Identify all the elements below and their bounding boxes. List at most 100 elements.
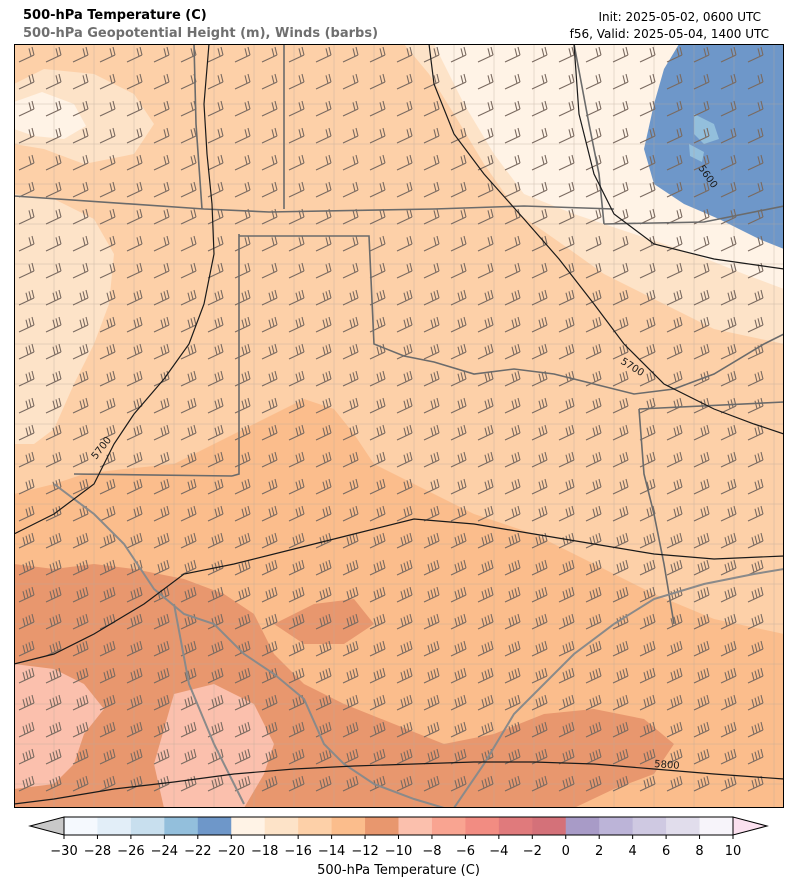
- wind-barb: [342, 100, 359, 117]
- wind-barb: [18, 478, 35, 495]
- wind-barb: [342, 586, 359, 603]
- colorbar-tick-label: 2: [595, 844, 603, 859]
- wind-barb: [180, 505, 197, 522]
- wind-barb: [315, 559, 332, 576]
- wind-barb: [18, 748, 35, 765]
- wind-barb: [180, 721, 197, 738]
- wind-barb: [18, 262, 35, 279]
- wind-barb: [423, 73, 440, 90]
- wind-barb: [342, 478, 359, 495]
- wind-barb: [45, 424, 62, 441]
- wind-barb: [747, 181, 764, 198]
- wind-barb: [666, 748, 683, 765]
- wind-barb: [369, 451, 386, 468]
- wind-barb: [234, 532, 251, 549]
- wind-barb: [261, 235, 278, 252]
- wind-barb: [315, 424, 332, 441]
- wind-barb: [558, 73, 575, 90]
- wind-barb: [72, 613, 89, 630]
- colorbar-swatch: [465, 817, 500, 835]
- wind-barb: [585, 505, 602, 522]
- wind-barb: [396, 667, 413, 684]
- wind-barb: [558, 640, 575, 657]
- wind-barb: [18, 100, 35, 117]
- wind-barb: [153, 235, 170, 252]
- wind-barb: [477, 397, 494, 414]
- wind-barb: [99, 748, 116, 765]
- map-title: 500-hPa Temperature (C): [23, 8, 207, 23]
- wind-barb: [639, 559, 656, 576]
- colorbar-swatch: [331, 817, 366, 835]
- wind-barb: [315, 478, 332, 495]
- wind-barb: [234, 424, 251, 441]
- colorbar-swatch: [699, 817, 734, 835]
- wind-barb: [396, 289, 413, 306]
- wind-barb: [126, 694, 143, 711]
- colorbar-swatch: [365, 817, 399, 835]
- wind-barb: [72, 316, 89, 333]
- wind-barb: [369, 775, 386, 792]
- wind-barb: [261, 748, 278, 765]
- wind-barb: [504, 748, 521, 765]
- wind-barb: [153, 208, 170, 225]
- wind-barb: [747, 73, 764, 90]
- wind-barb: [369, 559, 386, 576]
- wind-barb: [639, 73, 656, 90]
- wind-barb: [693, 694, 710, 711]
- wind-barb: [396, 748, 413, 765]
- wind-barb: [531, 370, 548, 387]
- wind-barb: [234, 154, 251, 171]
- wind-barb: [423, 397, 440, 414]
- wind-barb: [720, 397, 737, 414]
- wind-barb: [45, 694, 62, 711]
- wind-barb: [450, 181, 467, 198]
- wind-barb: [450, 775, 467, 792]
- wind-barb: [153, 748, 170, 765]
- wind-barb: [693, 100, 710, 117]
- wind-barb: [45, 586, 62, 603]
- wind-barb: [234, 343, 251, 360]
- wind-barb: [72, 73, 89, 90]
- wind-barb: [369, 316, 386, 333]
- wind-barb: [369, 640, 386, 657]
- wind-barb: [585, 73, 602, 90]
- wind-barb: [693, 343, 710, 360]
- wind-barb: [18, 208, 35, 225]
- wind-barb: [180, 775, 197, 792]
- wind-barb: [747, 397, 764, 414]
- wind-barb: [288, 46, 305, 63]
- wind-barb: [747, 559, 764, 576]
- wind-barb: [585, 316, 602, 333]
- wind-barb: [639, 343, 656, 360]
- wind-barb: [477, 208, 494, 225]
- wind-barb: [693, 640, 710, 657]
- wind-barb: [504, 721, 521, 738]
- wind-barb: [423, 640, 440, 657]
- wind-barb: [180, 370, 197, 387]
- wind-barb: [261, 451, 278, 468]
- colorbar-tick-label: 10: [725, 844, 742, 859]
- wind-barb: [747, 451, 764, 468]
- wind-barb: [261, 613, 278, 630]
- wind-barb: [315, 289, 332, 306]
- wind-barb: [45, 46, 62, 63]
- wind-barb: [531, 640, 548, 657]
- wind-barb: [153, 262, 170, 279]
- wind-barb: [288, 775, 305, 792]
- wind-barb: [693, 721, 710, 738]
- wind-barb: [639, 505, 656, 522]
- wind-barb: [720, 262, 737, 279]
- wind-barb: [153, 73, 170, 90]
- wind-barb: [288, 100, 305, 117]
- wind-barb: [585, 235, 602, 252]
- wind-barb: [612, 154, 629, 171]
- wind-barb: [477, 721, 494, 738]
- wind-barb: [342, 181, 359, 198]
- wind-barb: [99, 640, 116, 657]
- wind-barb: [72, 262, 89, 279]
- wind-barb: [234, 721, 251, 738]
- wind-barb: [315, 667, 332, 684]
- wind-barb: [612, 505, 629, 522]
- wind-barb: [693, 73, 710, 90]
- wind-barb: [18, 46, 35, 63]
